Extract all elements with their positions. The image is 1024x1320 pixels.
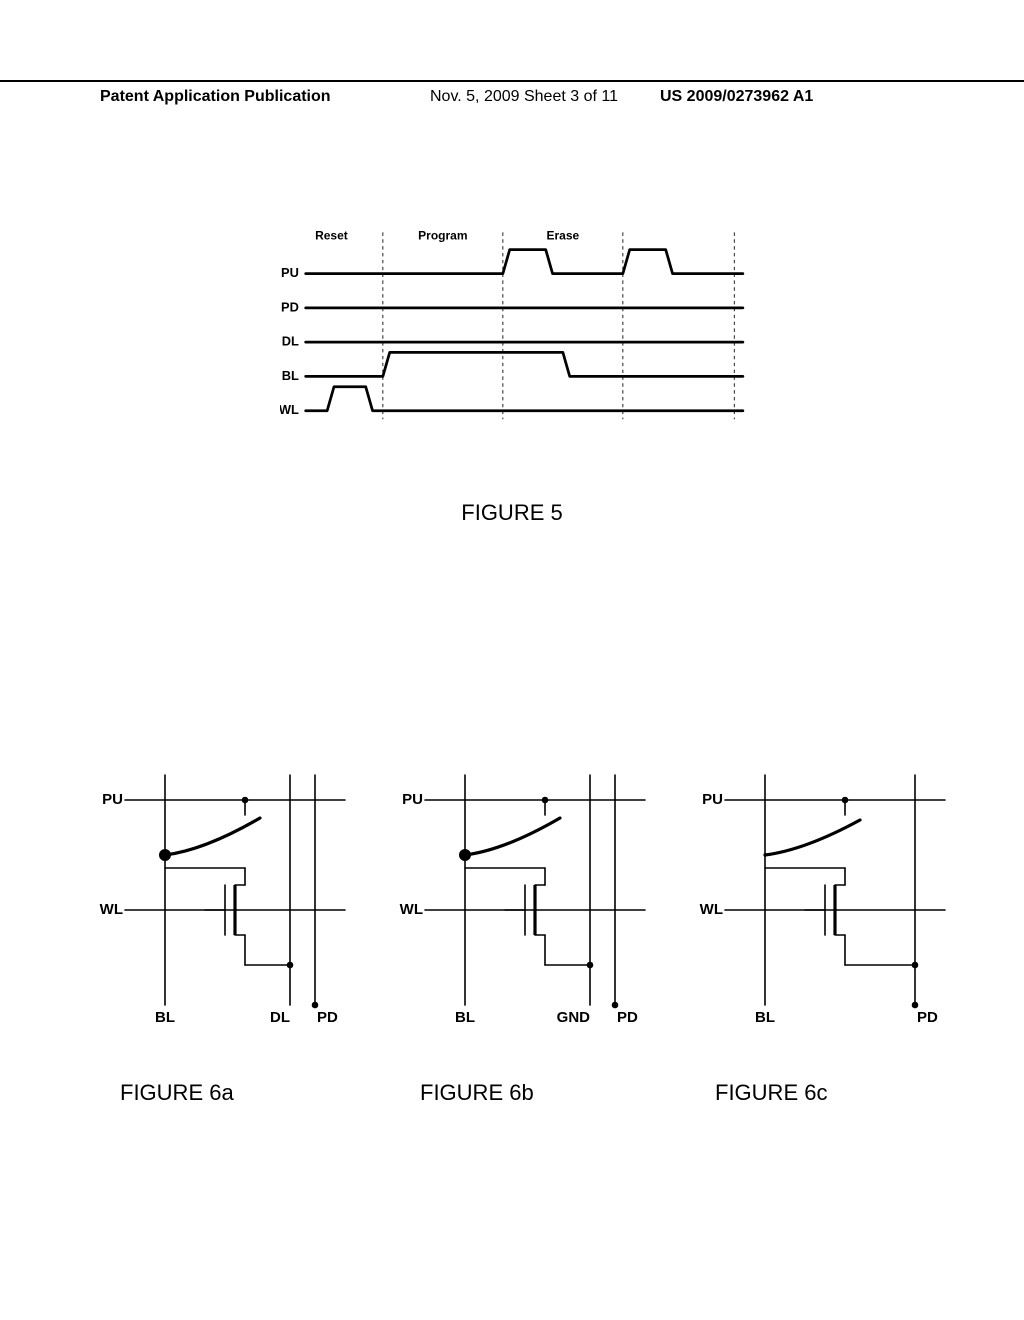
svg-text:PU: PU (702, 791, 723, 808)
figure-6a-caption: FIGURE 6a (120, 1080, 234, 1106)
figure-6c-schematic: PU WL BL PD (685, 760, 965, 1030)
svg-text:DL: DL (282, 334, 299, 349)
figure-6-row: PU WL BL DL PD PU WL BL GND PD PU WL BL PD (85, 760, 955, 1090)
figure-5-caption: FIGURE 5 (0, 500, 1024, 526)
svg-text:WL: WL (700, 901, 723, 918)
svg-text:BL: BL (455, 1009, 475, 1026)
svg-text:Program: Program (418, 228, 467, 242)
svg-text:WL: WL (100, 901, 123, 918)
svg-text:PU: PU (281, 265, 299, 280)
svg-text:Reset: Reset (315, 228, 348, 242)
svg-text:PU: PU (402, 791, 423, 808)
svg-text:BL: BL (155, 1009, 175, 1026)
svg-text:PD: PD (917, 1009, 938, 1026)
header-publication: Patent Application Publication (100, 88, 331, 106)
svg-text:PD: PD (317, 1009, 338, 1026)
svg-text:BL: BL (282, 368, 299, 383)
figure-6a-schematic: PU WL BL DL PD (85, 760, 365, 1030)
figure-6b-caption: FIGURE 6b (420, 1080, 534, 1106)
figure-6b-schematic: PU WL BL GND PD (385, 760, 665, 1030)
figure-5-timing-diagram: Reset Program Erase PU PD DL BL WL (280, 180, 760, 470)
svg-text:PD: PD (281, 299, 299, 314)
header-patent-no: US 2009/0273962 A1 (660, 88, 813, 106)
page-header: Patent Application Publication Nov. 5, 2… (0, 80, 1024, 88)
header-date-sheet: Nov. 5, 2009 Sheet 3 of 11 (430, 88, 618, 106)
svg-text:WL: WL (280, 402, 299, 417)
figure-6c-caption: FIGURE 6c (715, 1080, 827, 1106)
svg-text:GND: GND (557, 1009, 591, 1026)
svg-text:BL: BL (755, 1009, 775, 1026)
svg-text:WL: WL (400, 901, 423, 918)
svg-text:PU: PU (102, 791, 123, 808)
svg-text:PD: PD (617, 1009, 638, 1026)
svg-text:Erase: Erase (547, 228, 580, 242)
svg-text:DL: DL (270, 1009, 290, 1026)
